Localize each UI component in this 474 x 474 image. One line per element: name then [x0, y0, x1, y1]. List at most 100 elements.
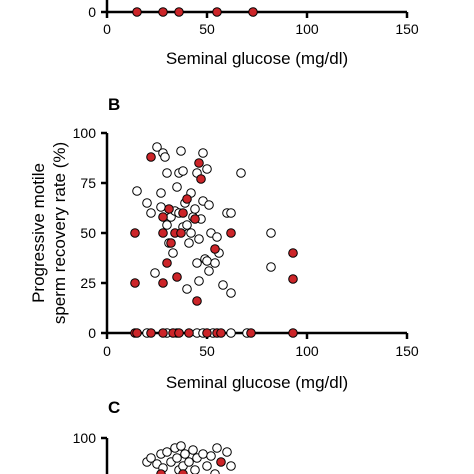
panel-b-point-0-28 [175, 329, 184, 338]
panel-c-point-1-20 [199, 450, 208, 459]
panel-a-xtick-label-150: 150 [395, 21, 419, 37]
panel-b-point-1-15 [173, 183, 182, 192]
panel-b-point-1-29 [193, 259, 202, 268]
panel-b-point-1-22 [183, 221, 192, 230]
panel-c-point-1-22 [207, 452, 216, 461]
panel-a-ytick-label-0: 0 [88, 4, 96, 20]
panel-c-point-1-26 [223, 448, 232, 457]
panel-b-point-0-4 [159, 229, 168, 238]
panel-a-x-axis-label: Seminal glucose (mg/dl) [166, 49, 348, 68]
panel-b-ytick-label-75: 75 [80, 175, 96, 191]
panel-b-point-1-37 [203, 257, 212, 266]
panel-b-point-0-20 [227, 229, 236, 238]
panel-b-point-1-28 [191, 205, 200, 214]
panel-b-xtick-label-0: 0 [103, 343, 111, 359]
panel-c-point-1-11 [177, 442, 186, 451]
panel-b-xtick-label-100: 100 [295, 343, 319, 359]
panel-b: B 0 25 50 75 100 0 50 100 150 Progressive motil… [29, 95, 419, 392]
panel-c-point-1-13 [181, 450, 190, 459]
panel-c: C 100 [73, 398, 236, 474]
panel-b-point-1-58 [227, 329, 236, 338]
panel-b-point-1-34 [199, 149, 208, 158]
panel-b-point-0-32 [247, 329, 256, 338]
panel-b-ytick-label-50: 50 [80, 225, 96, 241]
panel-b-xtick-label-50: 50 [199, 343, 215, 359]
panel-b-point-1-19 [179, 167, 188, 176]
panel-b-point-0-2 [147, 153, 156, 162]
panel-a-xtick-label-0: 0 [103, 21, 111, 37]
panel-b-point-0-25 [147, 329, 156, 338]
panel-a-point-0-2 [175, 8, 184, 17]
panel-b-point-0-26 [159, 329, 168, 338]
panel-b-point-1-3 [151, 269, 160, 278]
panel-b-point-1-8 [161, 153, 170, 162]
panel-b-point-0-11 [177, 229, 186, 238]
panel-b-point-1-5 [157, 189, 166, 198]
panel-b-ytick-label-0: 0 [88, 325, 96, 341]
panel-c-point-1-9 [173, 454, 182, 463]
panel-b-point-0-29 [185, 329, 194, 338]
panel-b-point-0-10 [173, 273, 182, 282]
panel-b-ytick-label-25: 25 [80, 275, 96, 291]
panel-b-point-0-22 [289, 275, 298, 284]
panel-c-point-1-16 [189, 446, 198, 455]
panel-b-point-1-23 [183, 285, 192, 294]
panel-b-point-1-40 [205, 267, 214, 276]
panel-a-point-0-1 [159, 8, 168, 17]
panel-b-point-0-21 [289, 249, 298, 258]
panel-b-point-0-13 [183, 195, 192, 204]
panel-b-point-1-32 [195, 235, 204, 244]
panel-b-point-0-1 [131, 279, 140, 288]
panel-b-point-0-18 [203, 329, 212, 338]
panel-b-point-1-9 [163, 221, 172, 230]
panel-b-y-axis-label-line1: Progressive motile [29, 163, 48, 303]
panel-a-point-0-4 [249, 8, 258, 17]
panel-b-point-0-31 [217, 329, 226, 338]
panel-c-point-1-27 [227, 462, 236, 471]
panel-b-point-0-19 [211, 245, 220, 254]
panel-b-point-0-0 [131, 229, 140, 238]
panel-b-point-1-43 [213, 233, 222, 242]
panel-b-point-1-48 [227, 289, 236, 298]
panel-b-ytick-label-100: 100 [73, 125, 97, 141]
panel-b-x-axis-label: Seminal glucose (mg/dl) [166, 373, 348, 392]
panel-a-xtick-label-50: 50 [199, 21, 215, 37]
panel-b-point-1-10 [163, 169, 172, 178]
panel-a: 0 0 50 100 150 Seminal glucose (mg/dl) [88, 0, 419, 68]
panel-a-xtick-label-100: 100 [295, 21, 319, 37]
panel-b-point-1-6 [157, 203, 166, 212]
panel-c-point-1-17 [191, 466, 200, 474]
panel-b-xtick-label-150: 150 [395, 343, 419, 359]
panel-b-point-1-26 [187, 229, 196, 238]
panel-b-point-1-13 [169, 249, 178, 258]
panel-b-point-0-17 [197, 175, 206, 184]
panel-a-point-0-0 [133, 8, 142, 17]
panel-b-point-1-1 [143, 199, 152, 208]
panel-b-point-1-47 [227, 209, 236, 218]
panel-b-point-0-5 [159, 279, 168, 288]
panel-b-point-1-38 [203, 165, 212, 174]
panel-b-point-0-15 [193, 297, 202, 306]
panel-b-point-0-6 [163, 259, 172, 268]
panel-b-point-0-8 [167, 239, 176, 248]
panel-c-point-0-5 [217, 458, 226, 467]
panel-c-point-1-21 [203, 462, 212, 471]
panel-b-point-1-49 [237, 169, 246, 178]
panel-c-point-1-5 [163, 448, 172, 457]
panel-b-point-0-16 [195, 159, 204, 168]
panel-b-point-1-51 [267, 263, 276, 272]
panel-b-point-1-24 [185, 239, 194, 248]
panel-b-point-0-14 [191, 215, 200, 224]
panel-b-point-1-2 [147, 209, 156, 218]
panel-b-point-0-3 [159, 213, 168, 222]
panel-b-point-0-7 [165, 205, 174, 214]
panel-b-point-1-45 [219, 281, 228, 290]
panel-b-point-0-33 [289, 329, 298, 338]
panel-b-point-0-12 [179, 209, 188, 218]
panel-c-point-1-23 [211, 470, 220, 474]
panel-c-point-0-3 [179, 470, 188, 474]
panel-c-letter: C [108, 398, 120, 417]
panel-c-ytick-label-100: 100 [73, 430, 97, 446]
panel-a-point-0-3 [213, 8, 222, 17]
